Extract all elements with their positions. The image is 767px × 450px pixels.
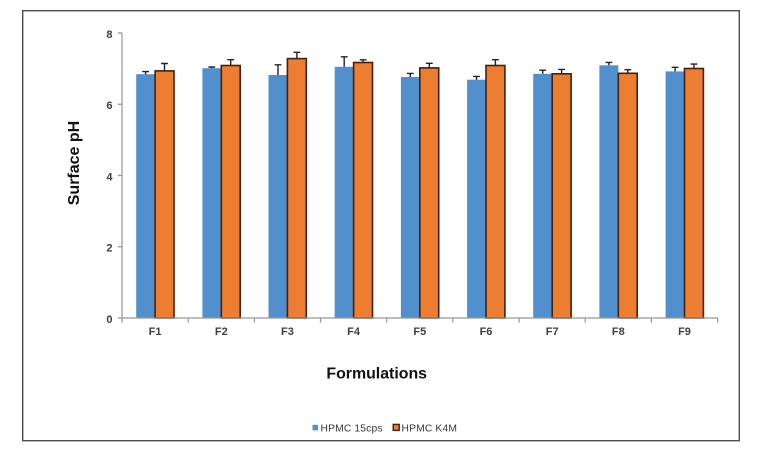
svg-text:2: 2 — [106, 243, 112, 255]
svg-text:F3: F3 — [281, 326, 294, 338]
svg-text:F7: F7 — [546, 326, 559, 338]
svg-text:F1: F1 — [149, 326, 162, 338]
svg-text:F5: F5 — [413, 326, 426, 338]
svg-text:0: 0 — [106, 314, 112, 326]
svg-text:HPMC K4M: HPMC K4M — [402, 424, 458, 435]
svg-text:4: 4 — [106, 171, 113, 183]
svg-text:Surface pH: Surface pH — [66, 121, 83, 205]
svg-text:F2: F2 — [215, 326, 228, 338]
svg-text:6: 6 — [106, 100, 112, 112]
svg-text:F4: F4 — [347, 326, 361, 338]
svg-text:HPMC 15cps: HPMC 15cps — [321, 424, 383, 435]
svg-text:F8: F8 — [612, 326, 625, 338]
svg-text:F6: F6 — [480, 326, 493, 338]
svg-text:8: 8 — [106, 29, 112, 41]
svg-text:Formulations: Formulations — [326, 366, 427, 383]
svg-text:F9: F9 — [678, 326, 691, 338]
